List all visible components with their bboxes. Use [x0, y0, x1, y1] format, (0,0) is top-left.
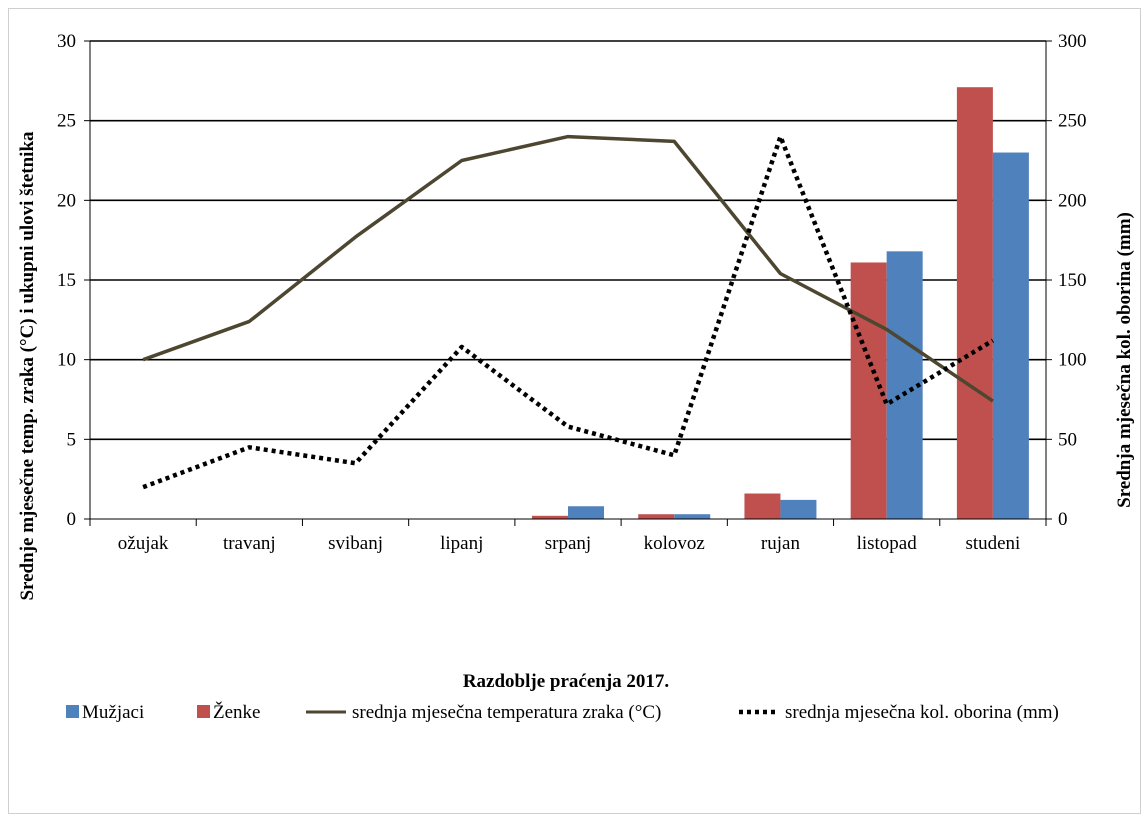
y-right-tick-label: 0 [1058, 509, 1068, 530]
legend-swatch [197, 705, 210, 718]
legend-swatch [66, 705, 79, 718]
chart-frame [8, 8, 1141, 814]
y-left-tick-label: 5 [67, 429, 77, 450]
x-tick-label: studeni [965, 533, 1020, 554]
bar-zenke [956, 87, 993, 519]
bar-muzjaci [674, 514, 711, 519]
x-tick-label: svibanj [328, 533, 383, 554]
y-right-tick-label: 300 [1058, 31, 1087, 52]
legend-label: Mužjaci [82, 702, 144, 723]
y-left-tick-label: 10 [57, 350, 76, 371]
y-right-tick-label: 50 [1058, 429, 1077, 450]
x-tick-label: listopad [857, 533, 918, 554]
legend-label: Ženke [213, 701, 260, 723]
x-tick-label: rujan [761, 533, 801, 554]
bar-muzjaci [568, 506, 604, 519]
y-right-tick-label: 100 [1058, 350, 1087, 371]
legend: Mužjaci Ženke srednja mjesečna temperatura… [66, 701, 1059, 723]
x-tick-label: srpanj [545, 533, 591, 554]
bar-muzjaci [992, 152, 1029, 520]
bar-zenke [532, 515, 568, 519]
y-right-axis-title: Srednja mjesečna kol. oborina (mm) [1114, 212, 1135, 508]
y-right-tick-label: 150 [1058, 270, 1087, 291]
y-right-tick-label: 200 [1058, 190, 1087, 211]
y-right-tick-label: 250 [1058, 111, 1087, 132]
x-tick-label: travanj [223, 533, 276, 554]
legend-label: srednja mjesečna kol. oborina (mm) [785, 702, 1059, 723]
y-left-axis-title: Srednje mjesečne temp. zraka (°C) i ukup… [17, 131, 38, 601]
x-tick-label: kolovoz [644, 533, 705, 554]
bar-zenke [850, 262, 887, 519]
y-left-tick-label: 15 [57, 270, 76, 291]
x-tick-label: ožujak [118, 533, 169, 554]
legend-label: srednja mjesečna temperatura zraka (°C) [352, 702, 661, 723]
y-left-tick-label: 20 [57, 190, 76, 211]
bars-group [532, 87, 1029, 520]
bar-zenke [744, 493, 781, 519]
y-left-tick-label: 0 [67, 509, 77, 530]
y-left-tick-label: 25 [57, 111, 76, 132]
lines-group [142, 134, 995, 490]
x-axis-title: Razdoblje praćenja 2017. [463, 671, 669, 692]
y-left-tick-label: 30 [57, 31, 76, 52]
bar-zenke [638, 514, 675, 519]
bar-muzjaci [780, 499, 817, 519]
x-tick-label: lipanj [440, 533, 483, 554]
